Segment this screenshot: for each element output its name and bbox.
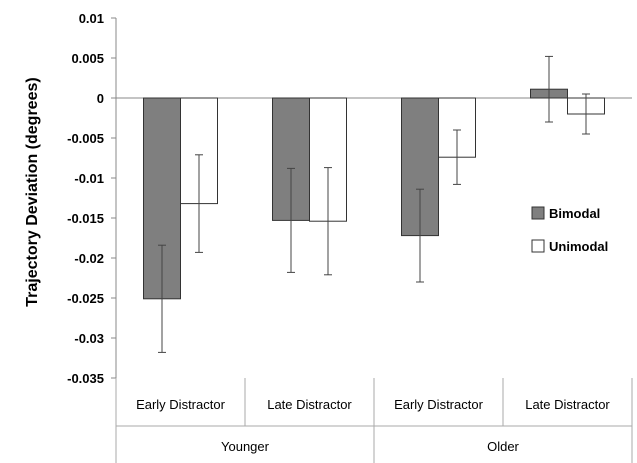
x-axis-labels: Early Distractor Late Distractor Early Dis… [136,397,610,454]
bars [143,88,605,300]
y-tick-label: 0 [97,91,104,106]
y-tick-label: -0.025 [67,291,104,306]
y-tick-label: -0.035 [67,371,104,386]
y-tick-label: 0.01 [79,11,104,26]
y-tick-label: -0.01 [74,171,104,186]
x-group-label: Younger [221,439,270,454]
x-category-label: Late Distractor [267,397,352,412]
y-tick-label: -0.005 [67,131,104,146]
legend-label-bimodal: Bimodal [549,206,600,221]
y-tick-label: -0.02 [74,251,104,266]
x-category-label: Early Distractor [394,397,484,412]
axes: 0.01 0.005 0 -0.005 -0.01 -0.015 -0.02 -0.025 -0… [67,11,633,463]
legend-swatch-unimodal [531,239,545,253]
y-tick-label: -0.015 [67,211,104,226]
legend-label-unimodal: Unimodal [549,239,608,254]
x-category-label: Early Distractor [136,397,226,412]
y-axis-title: Trajectory Deviation (degrees) [24,77,41,306]
legend-swatch-bimodal [531,206,545,220]
legend: Bimodal Unimodal [531,206,608,254]
x-category-label: Late Distractor [525,397,610,412]
y-tick-label: 0.005 [71,51,104,66]
y-tick-label: -0.03 [74,331,104,346]
error-bars [158,55,590,353]
x-group-label: Older [487,439,519,454]
